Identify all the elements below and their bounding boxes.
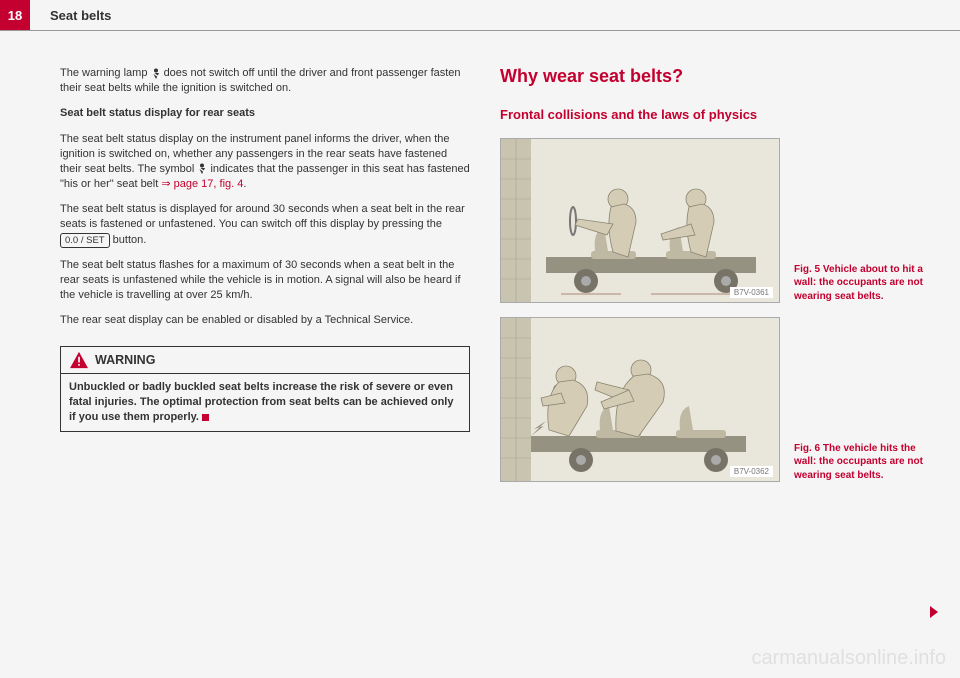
end-marker-icon xyxy=(202,414,209,421)
figure-label: B7V-0362 xyxy=(730,466,773,477)
page-link[interactable]: ⇒ page 17, fig. 4 xyxy=(161,178,243,190)
page-number: 18 xyxy=(0,0,30,30)
warning-box: WARNING Unbuckled or badly buckled seat … xyxy=(60,346,470,432)
header: 18 Seat belts xyxy=(0,0,960,30)
warning-body: Unbuckled or badly buckled seat belts in… xyxy=(61,374,469,431)
set-button-label: 0.0 / SET xyxy=(60,233,110,248)
subsection-title: Frontal collisions and the laws of physi… xyxy=(500,107,960,122)
warning-title: WARNING xyxy=(95,353,155,367)
paragraph-1: The warning lamp does not switch off unt… xyxy=(60,66,470,96)
paragraph-3: The seat belt status is displayed for ar… xyxy=(60,202,470,248)
paragraph-4: The seat belt status flashes for a maxim… xyxy=(60,258,470,304)
figure-label: B7V-0361 xyxy=(730,287,773,298)
header-title: Seat belts xyxy=(30,8,111,23)
continue-arrow-icon xyxy=(930,606,938,618)
paragraph-5: The rear seat display can be enabled or … xyxy=(60,313,470,328)
seat-belt-icon xyxy=(197,163,207,174)
right-column: Why wear seat belts? Frontal collisions … xyxy=(500,66,960,658)
left-column: The warning lamp does not switch off unt… xyxy=(60,66,470,658)
seat-belt-icon xyxy=(151,68,161,79)
figure-5: B7V-0361 xyxy=(500,138,780,303)
subheading-rear-seats: Seat belt status display for rear seats xyxy=(60,106,470,121)
figure-6: B7V-0362 xyxy=(500,317,780,482)
section-title: Why wear seat belts? xyxy=(500,66,960,87)
paragraph-2: The seat belt status display on the inst… xyxy=(60,132,470,193)
watermark: carmanualsonline.info xyxy=(751,647,946,670)
figure-6-caption: Fig. 6 The vehicle hits the wall: the oc… xyxy=(794,442,924,483)
figure-5-caption: Fig. 5 Vehicle about to hit a wall: the … xyxy=(794,263,924,304)
warning-icon xyxy=(69,351,89,369)
